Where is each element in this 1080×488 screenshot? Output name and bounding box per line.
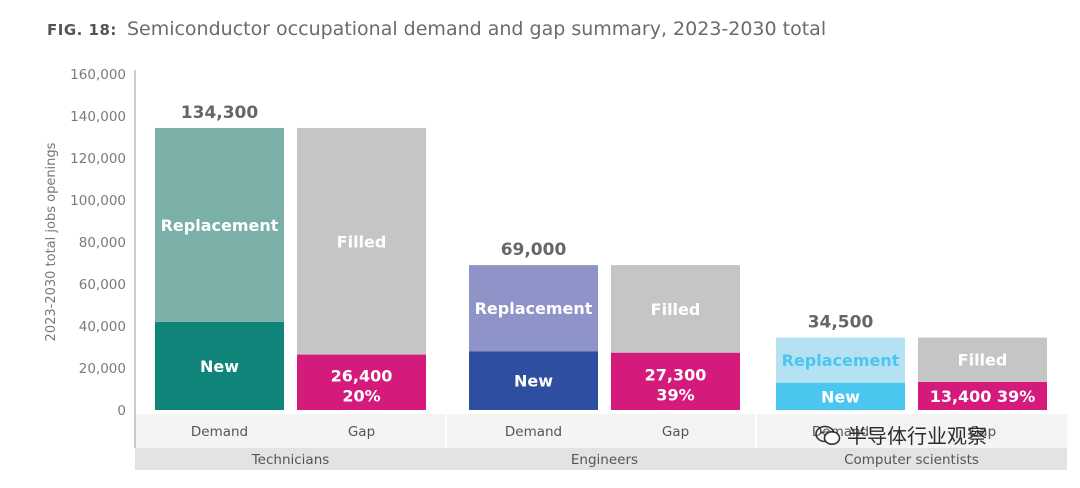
category-label: Demand xyxy=(505,424,562,440)
bar-segment-new xyxy=(469,351,598,410)
category-label: Gap xyxy=(348,424,375,440)
y-tick-label: 40,000 xyxy=(79,319,126,335)
bar-segment-gap xyxy=(297,354,426,410)
segment-label: New xyxy=(200,357,239,376)
bar-total-label: 34,500 xyxy=(808,313,874,333)
segment-label: New xyxy=(514,372,553,391)
bar-segment-filled xyxy=(611,265,740,353)
y-tick-label: 160,000 xyxy=(70,67,126,83)
group-label: Engineers xyxy=(571,452,638,468)
bar-segment-new xyxy=(776,382,905,410)
wechat-watermark: 半导体行业观察 xyxy=(815,420,987,449)
y-tick-label: 60,000 xyxy=(79,277,126,293)
segment-label: Replacement xyxy=(782,351,900,370)
group-label: Computer scientists xyxy=(844,452,979,468)
segment-label: 26,400 xyxy=(331,366,393,385)
bar-segment-filled xyxy=(918,337,1047,382)
segment-percent-label: 39% xyxy=(656,385,694,404)
bar-segment-replacement xyxy=(776,337,905,383)
segment-label: Filled xyxy=(958,351,1008,370)
bar-segment-new xyxy=(155,321,284,410)
segment-label: 13,400 39% xyxy=(930,387,1036,406)
chart-title: FIG. 18: Semiconductor occupational deman… xyxy=(47,18,826,44)
y-tick-label: 20,000 xyxy=(79,361,126,377)
figure-label: FIG. 18: xyxy=(47,21,117,39)
wechat-icon xyxy=(815,425,841,445)
segment-label: Replacement xyxy=(475,299,593,318)
segment-label: 27,300 xyxy=(645,365,707,384)
bar-segment-replacement xyxy=(469,265,598,352)
bar-segment-gap xyxy=(611,352,740,410)
y-tick-label: 0 xyxy=(117,403,126,419)
y-tick-label: 100,000 xyxy=(70,193,126,209)
category-label: Gap xyxy=(969,424,996,440)
y-tick-label: 80,000 xyxy=(79,235,126,251)
segment-label: New xyxy=(821,387,860,406)
bar-segment-filled xyxy=(297,127,426,355)
category-band xyxy=(135,414,1067,448)
group-band xyxy=(135,448,1067,470)
figure-title: Semiconductor occupational demand and ga… xyxy=(126,18,827,40)
category-label: Gap xyxy=(662,424,689,440)
category-label: Demand xyxy=(191,424,248,440)
bar-total-label: 69,000 xyxy=(501,240,567,260)
bar-segment-gap xyxy=(918,381,1047,410)
segment-label: Filled xyxy=(337,232,387,251)
y-tick-label: 140,000 xyxy=(70,109,126,125)
watermark-text: 半导体行业观察 xyxy=(847,424,987,448)
y-axis-title: 2023-2030 total jobs openings xyxy=(44,142,59,341)
bar-segment-replacement xyxy=(155,127,284,322)
bar-total-label: 134,300 xyxy=(181,103,259,123)
segment-percent-label: 20% xyxy=(342,386,380,405)
segment-label: Replacement xyxy=(161,216,279,235)
group-label: Technicians xyxy=(251,452,330,468)
segment-label: Filled xyxy=(651,300,701,319)
y-tick-label: 120,000 xyxy=(70,151,126,167)
